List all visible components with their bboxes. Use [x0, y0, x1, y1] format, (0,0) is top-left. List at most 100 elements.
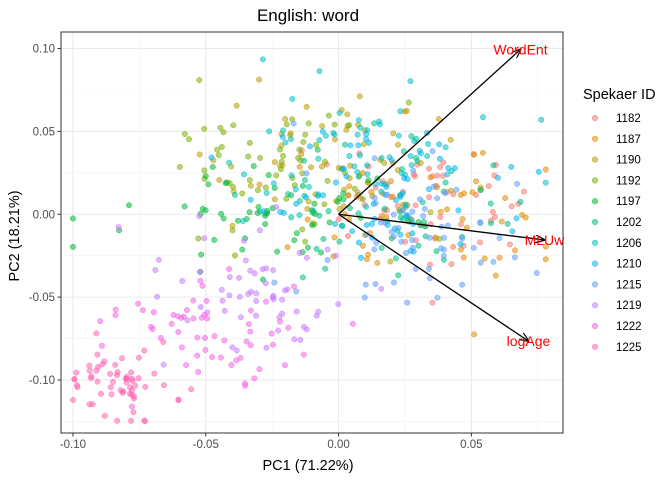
data-point — [430, 183, 437, 190]
panel-border — [60, 31, 564, 434]
legend-key — [591, 302, 599, 309]
data-point — [388, 157, 395, 164]
data-point — [320, 236, 327, 242]
data-point — [496, 254, 503, 261]
y-tick-label: -0.10 — [29, 375, 55, 387]
data-point — [360, 141, 367, 148]
data-point — [262, 280, 269, 287]
data-point — [126, 202, 132, 209]
data-point — [492, 272, 499, 279]
data-point — [336, 206, 343, 212]
data-point — [94, 351, 101, 358]
data-point — [114, 372, 120, 379]
data-point — [314, 146, 321, 153]
chart-title: English: word — [257, 6, 359, 25]
data-point — [273, 172, 280, 179]
data-point — [533, 270, 540, 276]
data-point — [395, 132, 402, 139]
data-point — [508, 164, 515, 170]
data-point — [407, 153, 414, 160]
data-point — [477, 187, 484, 194]
data-point — [322, 132, 329, 139]
data-point — [343, 173, 350, 180]
data-point — [355, 142, 362, 149]
data-point — [369, 220, 375, 227]
data-point — [209, 354, 216, 361]
data-point — [275, 327, 282, 334]
data-point — [253, 297, 260, 304]
data-point — [346, 122, 353, 129]
data-point — [228, 362, 235, 369]
data-point — [271, 279, 278, 286]
data-point — [340, 165, 347, 172]
data-point — [305, 184, 312, 190]
data-point — [477, 239, 484, 246]
data-point — [278, 158, 285, 165]
data-point — [279, 133, 286, 140]
data-point — [392, 197, 399, 204]
data-point — [363, 131, 370, 138]
data-point — [296, 146, 303, 153]
data-point — [351, 163, 358, 170]
data-point — [322, 159, 328, 165]
data-point — [110, 378, 117, 385]
data-point — [335, 216, 342, 223]
data-point — [242, 382, 249, 389]
arrow-label: WordEnt — [493, 41, 547, 57]
data-point — [502, 195, 509, 202]
data-point — [282, 362, 288, 369]
data-point — [188, 386, 195, 393]
data-point — [459, 235, 466, 242]
data-point — [355, 210, 362, 217]
data-point — [542, 166, 549, 173]
data-point — [211, 236, 218, 243]
data-point — [325, 112, 332, 119]
data-point — [309, 222, 316, 229]
legend-label: 1182 — [616, 113, 641, 125]
data-point — [251, 270, 258, 277]
data-point — [346, 183, 353, 190]
data-point — [390, 233, 397, 240]
data-point — [453, 186, 460, 193]
data-point — [480, 114, 486, 121]
data-point — [356, 152, 363, 159]
data-point — [239, 246, 246, 253]
data-point — [477, 220, 484, 227]
data-point — [295, 154, 302, 161]
data-point — [473, 178, 479, 185]
data-point — [196, 151, 203, 158]
data-point — [246, 140, 253, 146]
data-point — [427, 209, 434, 216]
data-point — [378, 155, 385, 161]
data-point — [355, 117, 362, 124]
data-point — [364, 162, 371, 169]
data-point — [319, 128, 326, 135]
data-point — [387, 258, 394, 265]
data-point — [371, 246, 378, 253]
data-point — [129, 377, 136, 384]
data-point — [469, 189, 476, 196]
data-point — [250, 163, 257, 170]
legend-key — [591, 260, 599, 267]
data-point — [538, 116, 545, 123]
data-point — [98, 342, 105, 349]
data-point — [240, 217, 247, 224]
data-point — [222, 180, 229, 187]
arrow-label: logAge — [507, 333, 551, 349]
data-point — [202, 347, 209, 353]
data-point — [229, 227, 236, 234]
data-point — [176, 164, 183, 170]
data-point — [245, 321, 252, 328]
data-point — [378, 188, 385, 195]
data-point — [301, 157, 308, 164]
data-point — [509, 228, 516, 235]
data-point — [479, 149, 486, 156]
data-point — [233, 347, 240, 354]
data-point — [271, 159, 278, 166]
data-point — [437, 164, 444, 170]
data-point — [420, 213, 427, 219]
data-point — [242, 257, 249, 264]
data-point — [235, 217, 241, 224]
data-point — [233, 102, 240, 109]
